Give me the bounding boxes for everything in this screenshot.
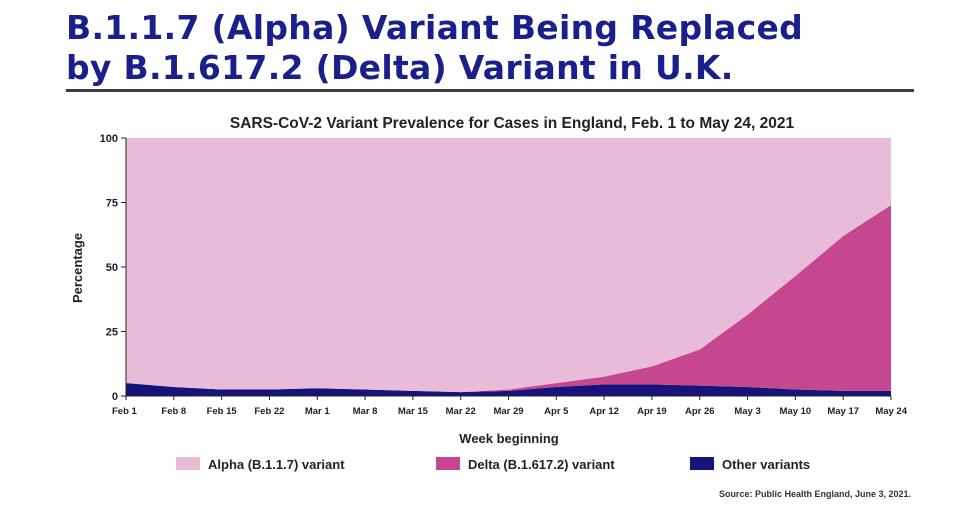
headline-line-2: by B.1.617.2 (Delta) Variant in U.K. [66,48,734,87]
area-alpha [126,138,891,393]
x-tick-label: Apr 5 [544,406,569,417]
plot-area: 0 25 50 75 100 Feb 1 Feb 8 Feb 15 Feb 22 Mar 1 Mar… [100,133,908,417]
x-tick-label: May 17 [827,406,859,417]
legend-swatch [690,457,714,470]
x-tick-label: May 10 [780,406,812,417]
area-delta [126,205,891,393]
x-tick-label: Feb 22 [254,406,284,417]
legend-label: Delta (B.1.617.2) variant [468,457,615,472]
x-tick-label: Mar 22 [446,406,476,417]
y-tick-label: 25 [106,327,118,339]
legend-label: Alpha (B.1.1.7) variant [208,457,345,472]
area-other [126,383,891,396]
y-axis-label: Percentage [70,233,85,303]
legend: Alpha (B.1.1.7) variant Delta (B.1.617.2)… [176,457,810,472]
y-tick-label: 100 [100,133,118,145]
y-tick-label: 50 [106,262,118,274]
headline-line-1: B.1.1.7 (Alpha) Variant Being Replaced [66,8,804,47]
legend-swatch [436,457,460,470]
x-tick-label: May 24 [875,406,907,417]
legend-item-alpha: Alpha (B.1.1.7) variant [176,457,345,472]
x-tick-label: Apr 12 [589,406,619,417]
x-tick-label: Feb 8 [161,406,186,417]
legend-item-other: Other variants [690,457,810,472]
x-tick-label: Mar 15 [398,406,429,417]
x-tick-label: Apr 26 [685,406,715,417]
x-tick-label: Mar 29 [493,406,523,417]
x-tick-label: Mar 1 [305,406,331,417]
x-tick-label: Feb 15 [207,406,238,417]
legend-item-delta: Delta (B.1.617.2) variant [436,457,615,472]
y-tick-label: 75 [106,198,118,210]
x-tick-label: May 3 [734,406,760,417]
legend-swatch [176,457,200,470]
x-tick-label: Apr 19 [637,406,667,417]
headline: B.1.1.7 (Alpha) Variant Being Replaced b… [66,8,803,88]
y-tick-label: 0 [112,391,118,403]
x-axis-label: Week beginning [459,431,558,446]
source-note: Source: Public Health England, June 3, 2… [719,489,911,499]
headline-divider [66,89,914,92]
legend-label: Other variants [722,457,810,472]
x-tick-label: Mar 8 [353,406,378,417]
x-tick-label: Feb 1 [112,406,138,417]
chart-title: SARS-CoV-2 Variant Prevalence for Cases … [230,115,795,132]
